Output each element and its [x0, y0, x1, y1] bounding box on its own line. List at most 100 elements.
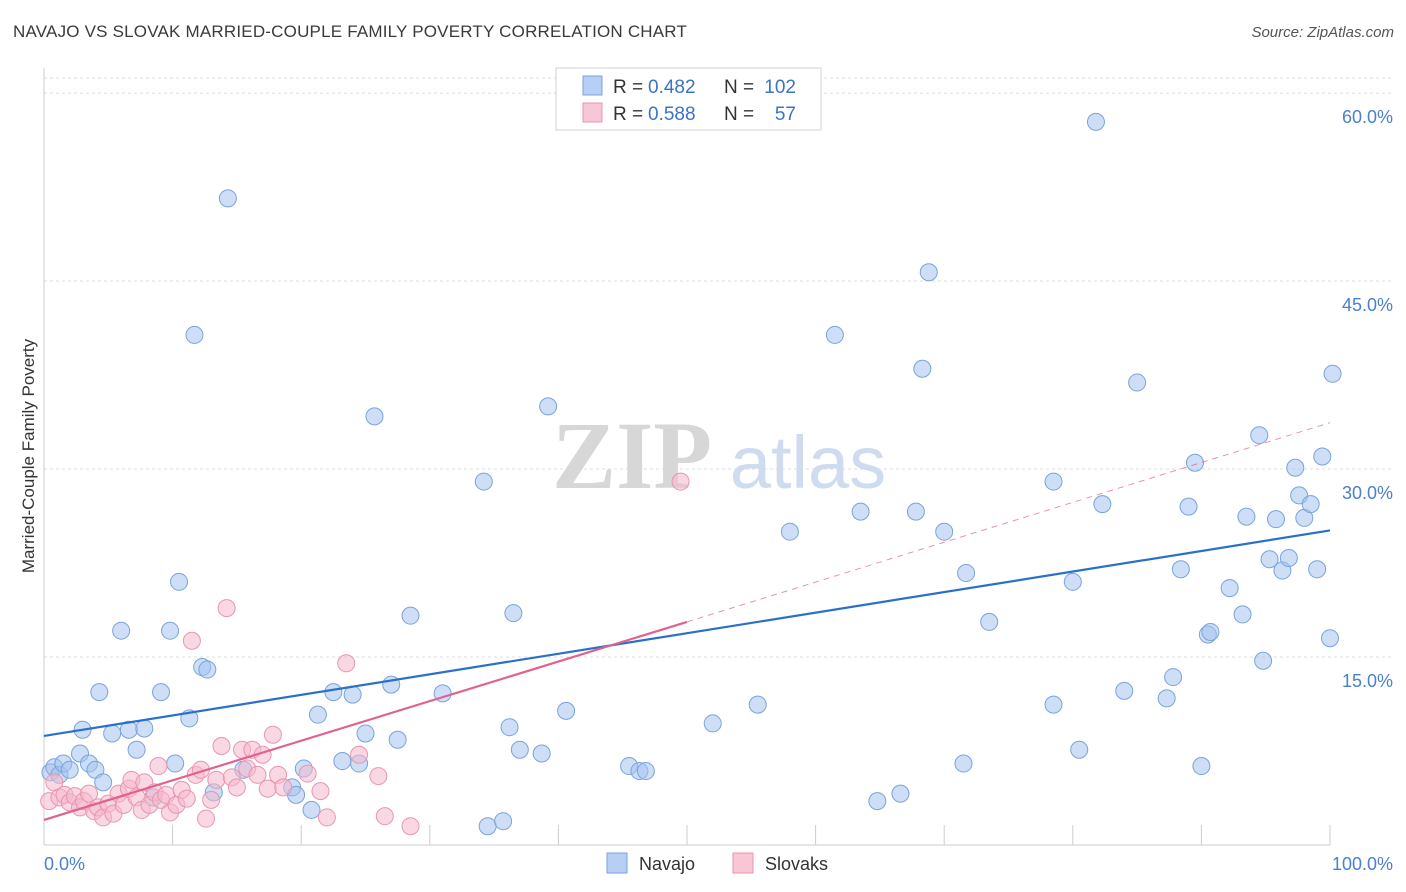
navajo-point [504, 604, 523, 623]
y-axis-label: Married-Couple Family Poverty [19, 338, 38, 573]
navajo-point [161, 621, 180, 640]
navajo-point [851, 502, 870, 521]
navajo-point [636, 762, 655, 781]
slovaks-point [274, 778, 293, 797]
navajo-point [1086, 112, 1105, 131]
navajo-point [401, 606, 420, 625]
navajo-point [474, 472, 493, 491]
stats-legend: R = 0.482 N = 102 R = 0.588 N = 57 [555, 67, 822, 131]
gridlines [44, 77, 1393, 658]
slovaks-trend-extension [686, 422, 1331, 623]
navajo-point [1237, 507, 1256, 526]
slovaks-point [263, 725, 282, 744]
navajo-bottom-swatch [606, 852, 628, 874]
navajo-legend-swatch [582, 75, 603, 96]
navajo-point [1164, 668, 1183, 687]
navajo-point [478, 817, 497, 836]
navajo-point [218, 189, 237, 208]
slovaks-points [40, 472, 690, 836]
slovaks-legend-label: Slovaks [765, 854, 828, 874]
navajo-point [1128, 373, 1147, 392]
source-label: Source: ZipAtlas.com [1251, 24, 1394, 41]
y-tick-label: 30.0% [1342, 483, 1393, 503]
slovaks-r-label: R = [613, 104, 643, 125]
slovaks-point [311, 782, 330, 801]
slovaks-point [227, 778, 246, 797]
navajo-trend-line [43, 529, 1331, 738]
slovaks-point [212, 736, 231, 755]
navajo-point [365, 407, 384, 426]
slovaks-point [80, 784, 99, 803]
navajo-r-label: R = [613, 77, 643, 98]
slovaks-point [207, 770, 226, 789]
navajo-n-value: 102 [764, 77, 796, 98]
navajo-point [1286, 458, 1305, 477]
slovaks-point [375, 807, 394, 826]
navajo-point [166, 754, 185, 773]
slovaks-point [197, 809, 216, 828]
slovaks-point [217, 599, 236, 618]
y-tick-label: 45.0% [1342, 295, 1393, 315]
watermark-zip: ZIP [552, 402, 712, 509]
navajo-point [935, 522, 954, 541]
navajo-r-value: 0.482 [648, 77, 696, 98]
navajo-point [510, 740, 529, 759]
x-tick-label-max: 100.0% [1332, 854, 1393, 874]
slovaks-point [202, 790, 221, 809]
navajo-point [1157, 689, 1176, 708]
navajo-point [1323, 364, 1342, 383]
navajo-legend-label: Navajo [639, 854, 695, 874]
navajo-point [1115, 681, 1134, 700]
slovaks-n-label: N = [724, 104, 754, 125]
navajo-point [1313, 447, 1332, 466]
navajo-point [356, 724, 375, 743]
navajo-point [60, 760, 79, 779]
navajo-point [1070, 740, 1089, 759]
slovaks-point [182, 631, 201, 650]
y-tick-label: 15.0% [1342, 671, 1393, 691]
navajo-point [748, 695, 767, 714]
navajo-point [780, 522, 799, 541]
slovaks-point [350, 745, 369, 764]
navajo-point [1171, 560, 1190, 579]
navajo-point [90, 683, 109, 702]
navajo-point [1185, 453, 1204, 472]
navajo-point [1192, 757, 1211, 776]
navajo-point [1201, 622, 1220, 641]
navajo-point [1301, 495, 1320, 514]
navajo-point [868, 792, 887, 811]
chart-title: NAVAJO VS SLOVAK MARRIED-COUPLE FAMILY P… [13, 22, 688, 41]
navajo-point [494, 812, 513, 831]
navajo-point [957, 564, 976, 583]
navajo-point [185, 325, 204, 344]
navajo-point [1260, 550, 1279, 569]
x-tick-marks [172, 825, 1331, 845]
navajo-point [152, 683, 171, 702]
navajo-point [1308, 560, 1327, 579]
slovaks-point [149, 757, 168, 776]
navajo-point [906, 502, 925, 521]
navajo-point [308, 705, 327, 724]
navajo-point [127, 740, 146, 759]
slovaks-point [671, 472, 690, 491]
watermark-atlas: atlas [730, 421, 886, 504]
navajo-point [94, 773, 113, 792]
navajo-point [112, 621, 131, 640]
navajo-point [532, 744, 551, 763]
navajo-point [980, 612, 999, 631]
navajo-point [388, 730, 407, 749]
navajo-point [1233, 605, 1252, 624]
navajo-point [333, 752, 352, 771]
navajo-point [1063, 572, 1082, 591]
slovaks-point [317, 808, 336, 827]
slovaks-bottom-swatch [732, 852, 754, 874]
navajo-point [919, 263, 938, 282]
slovaks-point [369, 767, 388, 786]
y-tick-labels: 15.0% 30.0% 45.0% 60.0% [1342, 107, 1393, 691]
slovaks-trend-line [43, 620, 688, 821]
slovaks-legend-swatch [582, 102, 603, 123]
series-legend: Navajo Slovaks [606, 852, 828, 874]
y-tick-label: 60.0% [1342, 107, 1393, 127]
navajo-n-label: N = [724, 77, 754, 98]
